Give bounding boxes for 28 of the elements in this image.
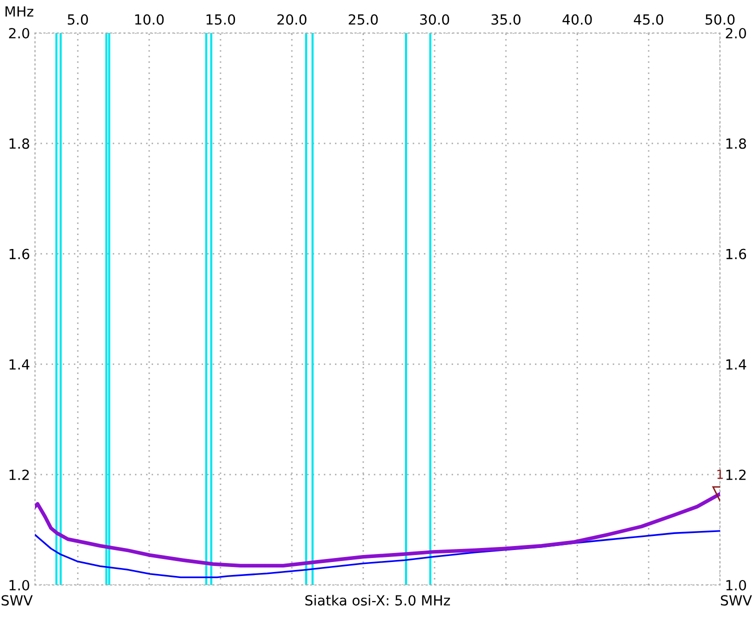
y-tick-label: 1.6 — [10, 248, 30, 260]
x-tick-label: 10.0 — [135, 14, 164, 25]
text: Siatka osi-X: 5.0 MHz — [305, 594, 450, 606]
y2-tick-label: 1.6 — [726, 248, 746, 260]
x-tick-label: 30.0 — [420, 14, 450, 25]
y-tick-label: 1.0 — [10, 580, 30, 590]
y2-tick-label: 1.2 — [726, 470, 746, 480]
y2-tick-label: 1.8 — [726, 138, 746, 149]
y-tick-label: 1.2 — [10, 470, 29, 480]
y-tick-label: 2.0 — [9, 28, 30, 38]
annotation: 1 — [717, 470, 723, 479]
x-tick-label: 20.0 — [277, 14, 306, 25]
line-series — [35, 530, 720, 578]
y2-tick-label: 2.0 — [726, 28, 746, 38]
x-axis-title: MHz — [6, 6, 34, 16]
x-tick-label: 35.0 — [492, 14, 520, 25]
x-tick-label: 25.0 — [348, 14, 378, 25]
y2-tick-label: 1.4 — [726, 359, 746, 370]
x-tick-label: 45.0 — [634, 14, 664, 25]
x-tick-label: 40.0 — [562, 14, 592, 25]
x-tick-label: 15.0 — [206, 14, 236, 25]
y-axis-title: SWV — [2, 595, 33, 606]
y-tick-label: 1.8 — [10, 138, 30, 149]
y-tick-label: 1.4 — [10, 359, 30, 370]
y2-axis-title: SWV — [720, 595, 752, 606]
x-tick-label: 50.0 — [706, 14, 735, 25]
y2-tick-label: 1.0 — [726, 580, 746, 590]
x-tick-label: 5.0 — [68, 14, 88, 25]
